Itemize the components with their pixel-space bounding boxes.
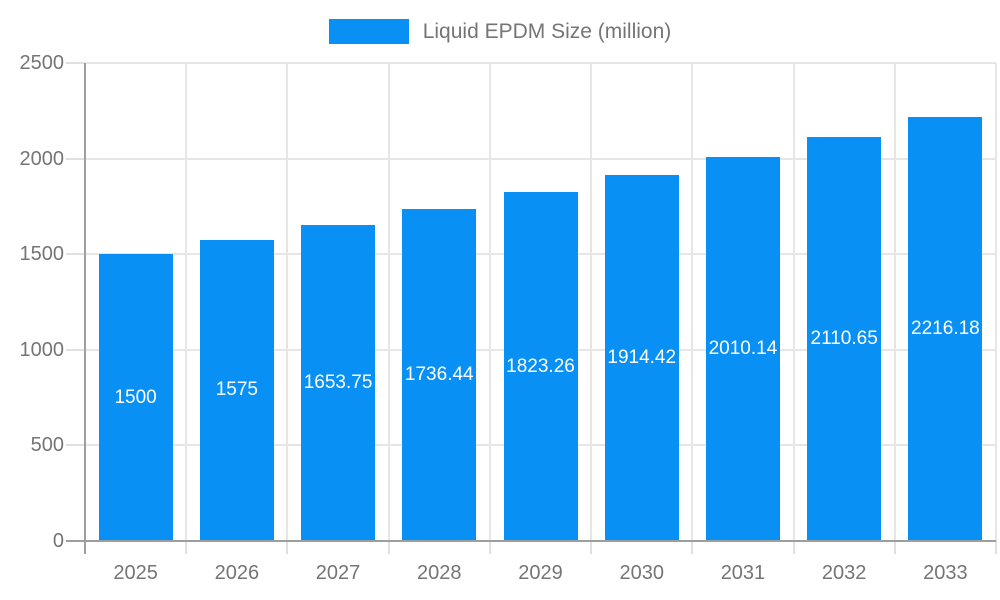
grid-line-v	[488, 63, 491, 541]
bar-value-label: 2216.18	[911, 318, 980, 340]
legend-label: Liquid EPDM Size (million)	[422, 19, 672, 43]
grid-line-v	[387, 63, 390, 541]
grid-line-v	[185, 63, 188, 541]
grid-line-h	[85, 157, 996, 160]
bar: 1575	[199, 239, 274, 541]
y-axis-label: 1500	[19, 243, 65, 266]
y-axis-tick	[66, 348, 85, 351]
x-axis-tick	[488, 541, 491, 554]
x-axis-tick	[792, 541, 795, 554]
y-axis-label: 500	[30, 434, 64, 457]
grid-line-v	[893, 63, 896, 541]
bar-value-label: 2110.65	[810, 328, 878, 350]
x-axis-tick	[590, 541, 593, 554]
y-axis-label: 1000	[19, 338, 65, 361]
x-axis-line	[66, 540, 996, 542]
bar-value-label: 1575	[215, 379, 258, 401]
x-axis-label: 2026	[214, 562, 260, 584]
y-axis-tick	[66, 253, 85, 256]
bar-value-label: 1500	[114, 386, 157, 408]
bar: 1500	[98, 254, 173, 541]
x-axis-tick	[286, 541, 289, 554]
x-axis-tick	[691, 541, 694, 554]
grid-line-v	[995, 63, 997, 541]
bar-value-label: 1736.44	[404, 363, 474, 385]
x-axis-tick	[893, 541, 896, 554]
chart-legend: Liquid EPDM Size (million)	[0, 16, 1000, 46]
bar: 1823.26	[503, 192, 578, 541]
bar: 1653.75	[301, 224, 376, 541]
legend-swatch	[328, 18, 409, 44]
grid-line-h	[85, 62, 996, 64]
grid-line-v	[691, 63, 694, 541]
bar-value-label: 1653.75	[303, 371, 373, 393]
x-axis-label: 2029	[518, 562, 563, 584]
grid-line-v	[792, 63, 795, 541]
x-axis-tick	[185, 541, 188, 554]
bar-value-label: 1914.42	[607, 346, 677, 368]
y-axis-label: 2000	[19, 147, 65, 170]
y-axis-tick	[66, 157, 85, 160]
y-axis-line	[84, 63, 86, 554]
y-axis-label: 0	[52, 530, 64, 552]
x-axis-label: 2031	[720, 562, 766, 584]
bar-value-label: 1823.26	[506, 355, 575, 377]
x-axis-label: 2027	[315, 562, 361, 584]
bar-value-label: 2010.14	[708, 337, 778, 359]
bar: 2216.18	[908, 117, 983, 541]
bar: 2010.14	[705, 156, 780, 541]
bar: 1736.44	[402, 208, 477, 541]
y-axis-label: 2500	[19, 52, 65, 74]
grid-line-v	[286, 63, 289, 541]
x-axis-label: 2025	[113, 562, 158, 584]
x-axis-tick	[995, 541, 997, 554]
bar: 1914.42	[604, 174, 679, 541]
x-axis-label: 2028	[417, 562, 462, 584]
x-axis-label: 2030	[619, 562, 664, 584]
y-axis-tick	[66, 62, 85, 64]
x-axis-label: 2033	[923, 562, 968, 584]
x-axis-tick	[387, 541, 390, 554]
bar: 2110.65	[807, 137, 882, 541]
x-axis-label: 2032	[821, 562, 867, 584]
y-axis-tick	[66, 444, 85, 447]
grid-line-v	[590, 63, 593, 541]
